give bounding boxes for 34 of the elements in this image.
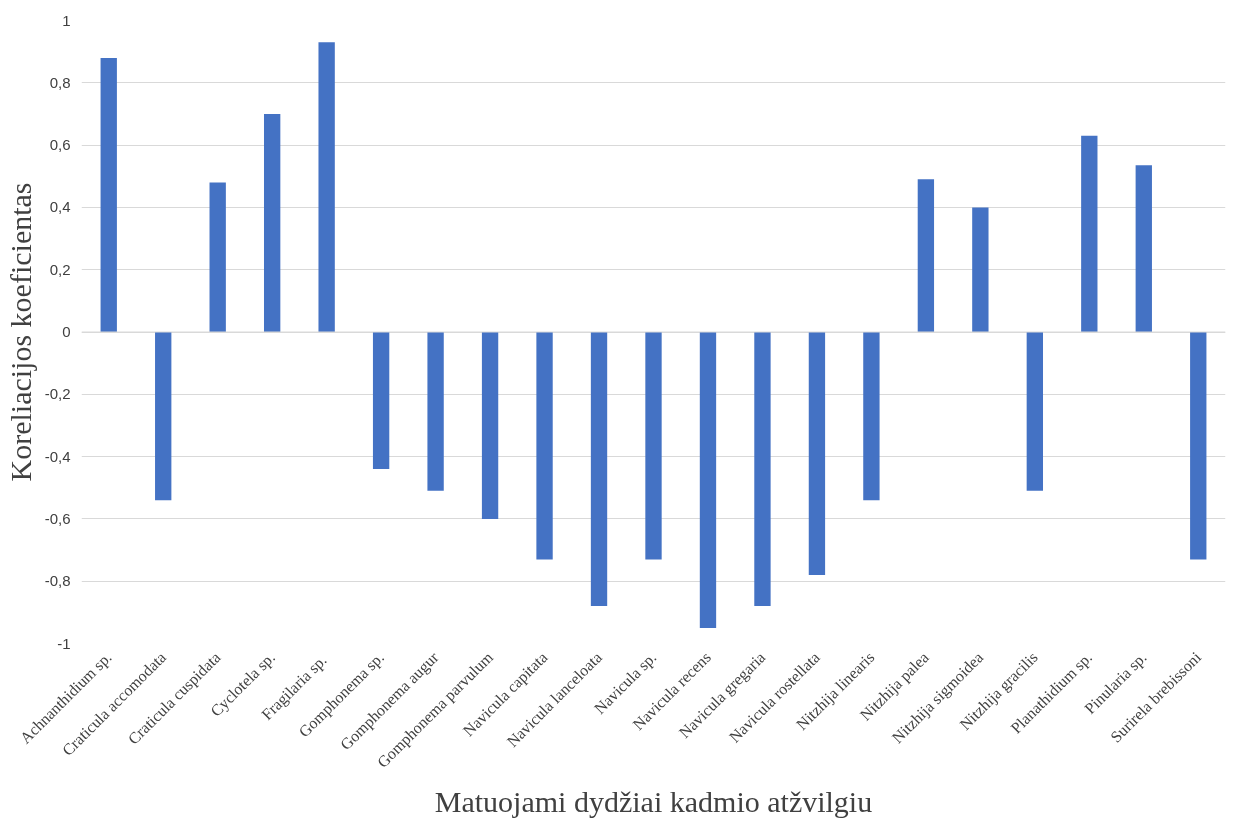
y-tick-label: -0,8 <box>44 572 71 590</box>
bar <box>264 113 281 332</box>
y-axis-title: Koreliacijos koeficientas <box>3 182 37 482</box>
bar <box>209 182 226 332</box>
y-tick-label: 0,4 <box>49 198 71 216</box>
bar <box>1135 165 1152 332</box>
bar <box>699 332 717 628</box>
y-tick-label: -1 <box>57 634 71 652</box>
y-tick-label: 0,2 <box>49 260 71 278</box>
y-tick-label: 1 <box>62 11 71 29</box>
y-tick-label: 0 <box>62 323 71 340</box>
bar <box>863 332 880 501</box>
bar <box>808 332 826 575</box>
bar <box>645 332 662 560</box>
bar <box>427 332 444 491</box>
y-tick-label: 0,8 <box>49 73 71 91</box>
y-tick-label: -0,6 <box>44 509 71 527</box>
bar <box>590 332 608 607</box>
y-tick-label: -0,4 <box>44 447 71 465</box>
bar <box>1081 135 1098 332</box>
y-tick-label: 0,6 <box>49 136 71 154</box>
bar <box>536 332 553 560</box>
bar <box>318 42 335 332</box>
x-axis-title: Matuojami dydžiai kadmio atžvilgiu <box>434 784 873 818</box>
bar <box>1190 332 1207 560</box>
bar <box>100 57 117 332</box>
bar <box>1026 332 1043 491</box>
bar <box>372 332 390 470</box>
bar <box>917 179 935 332</box>
bar <box>754 332 771 607</box>
y-tick-label: -0,2 <box>44 385 71 403</box>
bar <box>972 207 989 332</box>
bar <box>155 332 172 501</box>
bar <box>481 332 499 519</box>
